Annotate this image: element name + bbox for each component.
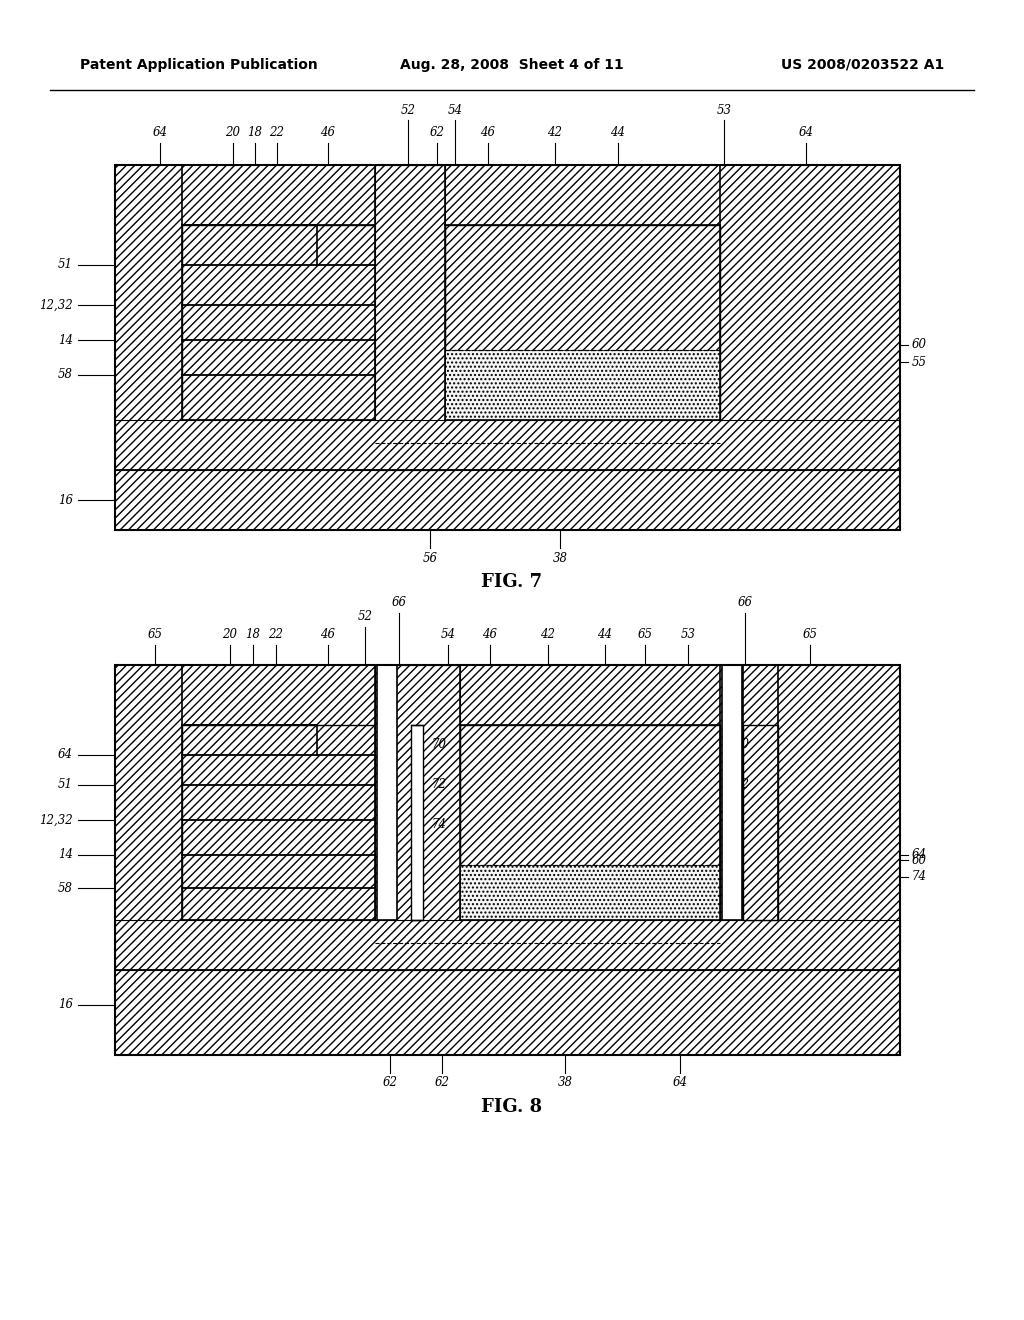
Text: 64: 64 <box>58 748 73 762</box>
Text: 44: 44 <box>610 127 626 140</box>
Text: 51: 51 <box>58 779 73 792</box>
Text: 64: 64 <box>912 849 927 862</box>
Text: 62: 62 <box>434 1077 450 1089</box>
Text: 46: 46 <box>321 628 336 642</box>
Text: 14: 14 <box>58 334 73 346</box>
Text: 72: 72 <box>734 779 750 792</box>
Bar <box>115 470 900 531</box>
Text: 53: 53 <box>717 103 731 116</box>
Text: 12,32: 12,32 <box>39 298 73 312</box>
Text: FIG. 7: FIG. 7 <box>481 573 543 591</box>
Text: 42: 42 <box>541 628 555 642</box>
Text: 62: 62 <box>383 1077 397 1089</box>
Bar <box>182 224 375 420</box>
Text: 20: 20 <box>222 628 238 642</box>
Bar <box>460 725 720 920</box>
Text: 62: 62 <box>429 127 444 140</box>
Text: FIG. 8: FIG. 8 <box>481 1098 543 1115</box>
Text: 53: 53 <box>681 628 695 642</box>
Text: 65: 65 <box>147 628 163 642</box>
Text: 68: 68 <box>380 704 394 717</box>
Text: 46: 46 <box>482 628 498 642</box>
Text: 38: 38 <box>553 552 567 565</box>
Text: 64: 64 <box>153 127 168 140</box>
Bar <box>115 165 900 531</box>
Bar <box>377 665 397 920</box>
Bar <box>375 165 445 470</box>
Text: Patent Application Publication: Patent Application Publication <box>80 58 317 73</box>
Bar <box>375 665 460 970</box>
Bar <box>460 865 720 920</box>
Bar <box>445 224 720 420</box>
Text: 16: 16 <box>58 998 73 1011</box>
Bar <box>115 420 900 470</box>
Text: 72: 72 <box>431 779 446 792</box>
Text: 70: 70 <box>734 738 750 751</box>
Text: 64: 64 <box>673 1077 687 1089</box>
Bar <box>411 725 423 920</box>
Text: Aug. 28, 2008  Sheet 4 of 11: Aug. 28, 2008 Sheet 4 of 11 <box>400 58 624 73</box>
Bar <box>115 665 900 970</box>
Bar <box>115 665 900 1055</box>
Text: 74: 74 <box>912 870 927 883</box>
Bar <box>115 970 900 1055</box>
Bar <box>115 165 900 470</box>
Bar <box>722 665 742 920</box>
Text: 68: 68 <box>725 704 739 717</box>
Text: 20: 20 <box>225 127 241 140</box>
Text: 58: 58 <box>58 368 73 381</box>
Text: 46: 46 <box>480 127 496 140</box>
Text: 66: 66 <box>391 597 407 610</box>
Text: 55: 55 <box>912 355 927 368</box>
Text: 54: 54 <box>440 628 456 642</box>
Text: 64: 64 <box>799 127 813 140</box>
Text: 54: 54 <box>447 103 463 116</box>
Text: 12,32: 12,32 <box>39 813 73 826</box>
Text: 66: 66 <box>737 597 753 610</box>
Bar <box>115 920 900 970</box>
Text: 74: 74 <box>431 818 446 832</box>
Text: 18: 18 <box>248 127 262 140</box>
Text: 70: 70 <box>431 738 446 751</box>
Text: 65: 65 <box>803 628 817 642</box>
Text: 46: 46 <box>321 127 336 140</box>
Text: 14: 14 <box>58 849 73 862</box>
Bar <box>743 725 778 920</box>
Text: 65: 65 <box>638 628 652 642</box>
Text: 18: 18 <box>246 628 260 642</box>
Text: 60: 60 <box>912 338 927 351</box>
Text: 38: 38 <box>557 1077 572 1089</box>
Text: 51: 51 <box>58 259 73 272</box>
Text: 52: 52 <box>357 610 373 623</box>
Text: 42: 42 <box>548 127 562 140</box>
Text: 44: 44 <box>597 628 612 642</box>
Text: 58: 58 <box>58 882 73 895</box>
Text: 56: 56 <box>423 552 437 565</box>
Text: 22: 22 <box>268 628 284 642</box>
Text: 22: 22 <box>269 127 285 140</box>
Text: 16: 16 <box>58 494 73 507</box>
Bar <box>182 725 375 920</box>
Text: 52: 52 <box>400 103 416 116</box>
Text: 60: 60 <box>912 854 927 866</box>
Bar <box>445 350 720 420</box>
Text: US 2008/0203522 A1: US 2008/0203522 A1 <box>780 58 944 73</box>
